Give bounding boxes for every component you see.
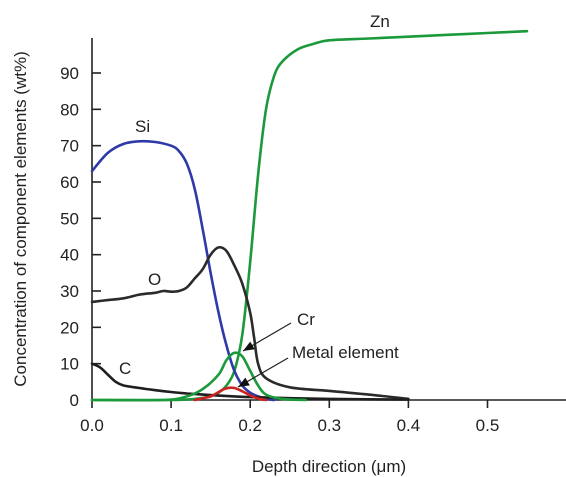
- y-tick-label: 0: [70, 391, 79, 410]
- label-o: O: [148, 270, 161, 289]
- x-tick-label: 0.2: [238, 416, 262, 435]
- y-tick-label: 90: [60, 64, 79, 83]
- series-line-cr: [90, 351, 307, 402]
- y-tick-label: 30: [60, 282, 79, 301]
- x-axis-title: Depth direction (μm): [252, 457, 406, 476]
- x-tick-label: 0.4: [397, 416, 421, 435]
- x-tick-label: 0.5: [476, 416, 500, 435]
- x-tick-label: 0.0: [80, 416, 104, 435]
- y-tick-label: 60: [60, 173, 79, 192]
- label-c: C: [119, 359, 131, 378]
- cr-arrowhead: [243, 341, 255, 351]
- series-line-metal-element: [193, 386, 268, 402]
- y-tick-label: 20: [60, 318, 79, 337]
- y-tick-label: 50: [60, 209, 79, 228]
- metal-element-arrowhead: [238, 377, 250, 387]
- y-axis-title: Concentration of component elements (wt%…: [11, 51, 30, 386]
- series-line-si: [90, 139, 276, 402]
- leader-lines: [237, 322, 292, 388]
- y-tick-label: 70: [60, 137, 79, 156]
- label-metal-element: Metal element: [292, 343, 399, 362]
- y-tick-label: 10: [60, 355, 79, 374]
- x-tick-label: 0.1: [159, 416, 183, 435]
- label-si: Si: [135, 117, 150, 136]
- series-line-o: [90, 245, 410, 401]
- label-zn: Zn: [370, 12, 390, 31]
- series-group: [90, 29, 529, 402]
- x-ticks: 0.0 0.1 0.2 0.3 0.4 0.5: [80, 400, 499, 435]
- plot-area: 0 10 20 30 40 50 60 70 80 90 0.0 0.1 0.2 0.3 0.4 0.5 Z…: [60, 12, 566, 435]
- series-line-c: [90, 362, 410, 401]
- x-tick-label: 0.3: [317, 416, 341, 435]
- label-cr: Cr: [297, 310, 315, 329]
- y-ticks: 0 10 20 30 40 50 60 70 80 90: [60, 64, 101, 410]
- series-labels: Zn Si O C Cr Metal element: [119, 12, 399, 378]
- y-tick-label: 80: [60, 100, 79, 119]
- y-tick-label: 40: [60, 246, 79, 265]
